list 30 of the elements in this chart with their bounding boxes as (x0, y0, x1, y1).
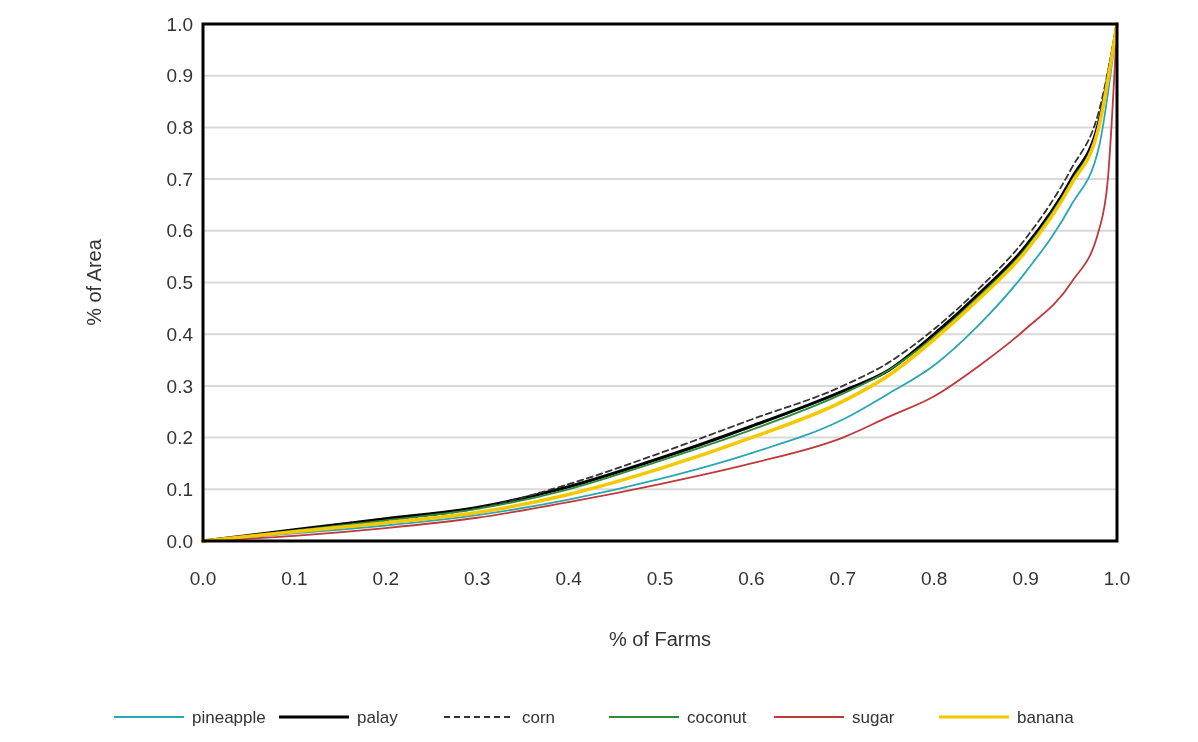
x-tick-label: 0.4 (555, 568, 583, 589)
x-tick-label: 0.8 (920, 568, 948, 589)
y-axis-title: % of Area (83, 238, 105, 326)
y-tick-label: 0.8 (166, 117, 193, 139)
x-axis-title: % of Farms (608, 628, 712, 650)
y-tick-label: 0.5 (166, 272, 193, 294)
legend-label: sugar (852, 707, 895, 727)
legend-label: banana (1017, 707, 1075, 727)
x-tick-label: 0.7 (829, 568, 857, 589)
y-tick-label: 0.2 (166, 427, 193, 449)
y-tick-label: 0.6 (166, 220, 193, 242)
y-tick-label: 0.1 (166, 478, 193, 500)
x-tick-label: 0.0 (189, 568, 217, 589)
y-tick-label: 0.9 (166, 65, 193, 87)
legend-label: pineapple (192, 707, 266, 727)
x-tick-label: 0.6 (738, 568, 765, 589)
x-tick-label: 1.0 (1103, 568, 1131, 589)
y-tick-label: 0.4 (166, 323, 194, 345)
x-tick-label: 0.1 (281, 568, 308, 589)
x-tick-label: 0.2 (372, 568, 400, 589)
x-tick-label: 0.5 (646, 568, 674, 589)
y-tick-label: 0.7 (166, 168, 193, 190)
x-tick-label: 0.3 (463, 568, 491, 589)
y-tick-label: 1.0 (166, 13, 193, 35)
legend-label: corn (522, 707, 556, 727)
legend-label: palay (357, 707, 399, 727)
y-tick-label: 0.3 (166, 375, 193, 397)
legend-label: coconut (687, 707, 747, 727)
x-tick-label: 0.9 (1012, 568, 1039, 589)
y-tick-label: 0.0 (166, 530, 193, 552)
